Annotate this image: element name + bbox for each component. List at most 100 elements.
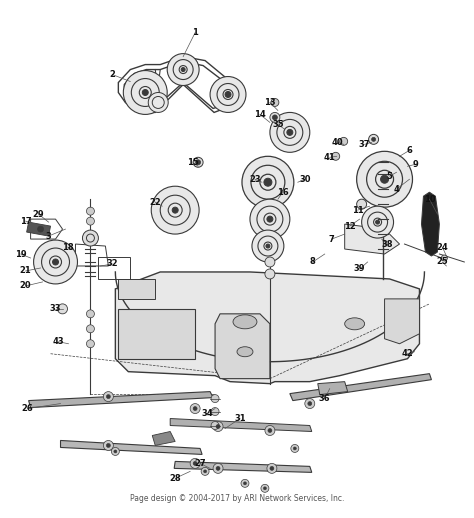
Circle shape [211,395,219,402]
Circle shape [308,401,312,406]
Text: 36: 36 [319,394,330,403]
Circle shape [213,422,223,431]
Text: 5: 5 [387,172,392,181]
Circle shape [267,464,277,473]
Text: 17: 17 [20,217,31,226]
Circle shape [293,447,296,450]
Text: 28: 28 [169,474,181,483]
Polygon shape [28,392,213,408]
Text: 37: 37 [359,140,370,149]
Circle shape [356,199,366,209]
Circle shape [287,130,293,135]
Circle shape [291,444,299,452]
Circle shape [114,450,117,453]
Circle shape [103,392,113,401]
Text: 19: 19 [15,250,27,258]
Text: 41: 41 [324,153,336,162]
Circle shape [267,216,273,222]
Text: 4: 4 [393,185,400,194]
Text: 15: 15 [187,158,199,167]
Circle shape [151,186,199,234]
Text: 27: 27 [194,459,206,468]
Polygon shape [115,272,419,384]
Text: 23: 23 [249,175,261,184]
Circle shape [190,458,200,468]
Text: 42: 42 [401,349,413,358]
Circle shape [265,257,275,267]
Text: 16: 16 [277,188,289,197]
Circle shape [369,134,379,145]
Circle shape [86,340,94,348]
Circle shape [106,443,110,448]
Circle shape [216,425,220,428]
Ellipse shape [345,318,365,330]
Circle shape [172,207,178,213]
Circle shape [86,310,94,318]
Circle shape [86,325,94,333]
Circle shape [216,466,220,470]
Circle shape [210,77,246,112]
Circle shape [268,428,272,433]
Circle shape [37,226,44,232]
Ellipse shape [233,315,257,329]
Polygon shape [384,299,419,344]
Text: 13: 13 [264,98,276,107]
Text: 39: 39 [354,265,365,274]
Circle shape [332,152,340,160]
Text: 2: 2 [109,70,115,79]
Circle shape [106,395,110,398]
Text: 26: 26 [22,404,34,413]
Circle shape [181,67,185,71]
Polygon shape [152,431,175,445]
Circle shape [111,448,119,455]
Circle shape [211,408,219,415]
Circle shape [190,404,200,413]
Circle shape [167,53,199,85]
Circle shape [193,462,197,465]
Text: 1: 1 [192,28,198,37]
Polygon shape [318,382,347,395]
Circle shape [201,467,209,476]
Circle shape [204,470,207,473]
Text: 30: 30 [299,175,310,184]
Text: 3: 3 [46,232,51,240]
Circle shape [264,487,266,490]
Text: 10: 10 [424,195,435,204]
Text: 20: 20 [20,281,31,291]
Circle shape [270,112,280,122]
Circle shape [57,304,67,314]
Text: 18: 18 [62,242,73,252]
Polygon shape [215,314,270,379]
Circle shape [265,425,275,436]
Circle shape [265,269,275,279]
Polygon shape [170,419,312,431]
Polygon shape [345,224,400,254]
Text: 6: 6 [407,146,412,155]
Text: 7: 7 [329,235,335,243]
Polygon shape [118,279,155,299]
Circle shape [305,398,315,409]
Circle shape [270,466,274,470]
Polygon shape [421,192,439,256]
Text: Page design © 2004-2017 by ARI Network Services, Inc.: Page design © 2004-2017 by ARI Network S… [130,494,344,503]
Circle shape [82,230,99,246]
Circle shape [244,482,246,485]
Text: 38: 38 [382,239,393,249]
Text: 29: 29 [33,210,45,219]
Text: 25: 25 [437,257,448,266]
Circle shape [86,207,94,215]
Circle shape [123,70,167,114]
Circle shape [148,93,168,112]
Circle shape [193,407,197,411]
Circle shape [271,98,279,106]
Circle shape [340,137,347,146]
Polygon shape [118,309,195,358]
Text: 33: 33 [50,305,61,313]
Circle shape [86,217,94,225]
Text: 43: 43 [53,337,64,346]
Circle shape [441,255,447,261]
Circle shape [266,244,270,248]
Text: 32: 32 [107,260,118,268]
Circle shape [196,160,201,165]
Circle shape [241,479,249,487]
